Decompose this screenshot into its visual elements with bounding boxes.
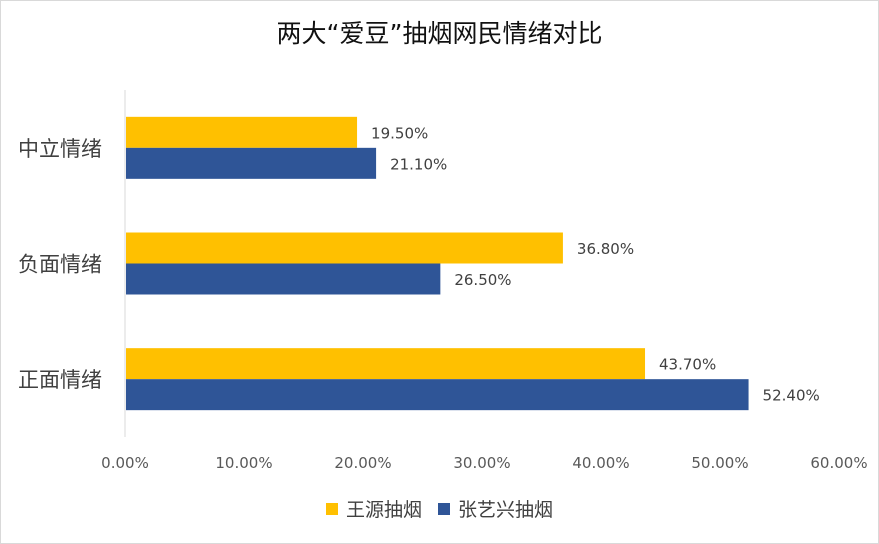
x-tick-label: 10.00% [215,454,272,472]
bar-wangyuan [126,116,358,148]
legend-label-wangyuan: 王源抽烟 [345,499,422,521]
bar-zhangyixing [126,147,377,179]
y-category-label: 正面情绪 [18,368,102,392]
data-label: 19.50% [371,124,428,142]
y-category-label: 中立情绪 [18,137,102,161]
legend-label-zhangyixing: 张艺兴抽烟 [458,499,554,521]
data-label: 43.70% [659,356,716,374]
bar-wangyuan [126,232,563,264]
chart-title: 两大“爱豆”抽烟网民情绪对比 [276,19,603,48]
data-label: 52.40% [763,387,820,405]
x-tick-label: 40.00% [572,454,629,472]
bar-zhangyixing [126,379,749,411]
y-category-label: 负面情绪 [18,253,102,277]
x-tick-label: 20.00% [334,454,391,472]
legend-item-zhangyixing: 张艺兴抽烟 [438,495,553,522]
x-tick-label: 60.00% [810,454,867,472]
bar-zhangyixing [126,263,441,295]
x-tick-label: 30.00% [453,454,510,472]
x-tick-label: 50.00% [691,454,748,472]
data-label: 21.10% [390,155,447,173]
legend-swatch-wangyuan [325,502,338,515]
data-label: 26.50% [454,271,511,289]
legend-item-wangyuan: 王源抽烟 [325,495,422,522]
bar-wangyuan [126,348,646,380]
x-tick-label: 0.00% [101,454,149,472]
data-label: 36.80% [577,240,634,258]
legend-swatch-zhangyixing [438,502,450,515]
legend: 王源抽烟 张艺兴抽烟 [0,495,879,522]
